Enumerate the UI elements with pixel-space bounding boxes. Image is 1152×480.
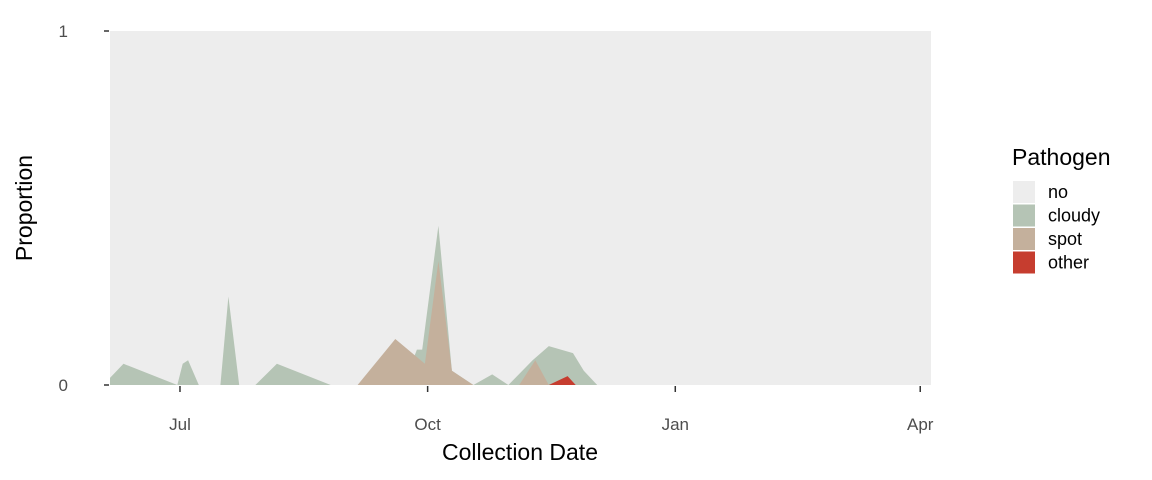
x-axis: Jul Oct Jan Apr [169,386,934,434]
x-tick-label: Jan [662,415,689,434]
y-tick-label: 0 [59,376,68,395]
y-axis-title: Proportion [11,155,37,261]
y-tick-label: 1 [59,22,68,41]
x-tick-label: Oct [414,415,441,434]
legend-key-cloudy [1013,204,1035,227]
legend-title: Pathogen [1012,144,1110,170]
legend-key-no [1013,181,1035,203]
series-area-spot [330,261,573,385]
legend: Pathogen no cloudy spot other [1012,144,1110,274]
series-area-other [548,376,576,385]
x-axis-title: Collection Date [442,439,598,465]
x-tick-label: Jul [169,415,191,434]
legend-label-cloudy: cloudy [1048,206,1100,226]
legend-label-spot: spot [1048,229,1082,249]
x-tick-label: Apr [907,415,934,434]
legend-label-no: no [1048,182,1068,202]
legend-key-spot [1013,228,1035,250]
series-area-cloudy [110,225,598,385]
legend-label-other: other [1048,253,1089,273]
series-layer [110,225,598,385]
plot-panel [110,31,931,385]
y-axis: 01 [59,22,109,395]
legend-key-other [1013,251,1035,274]
